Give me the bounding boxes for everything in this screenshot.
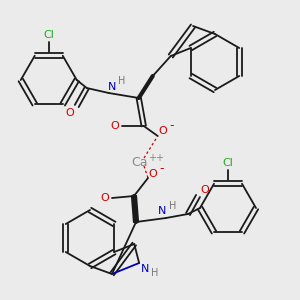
Text: Cl: Cl: [223, 158, 233, 168]
Text: H: H: [118, 76, 125, 86]
Text: -: -: [160, 163, 164, 176]
Text: ++: ++: [148, 153, 164, 163]
Text: O: O: [100, 193, 109, 203]
Text: O: O: [65, 108, 74, 118]
Text: O: O: [110, 121, 119, 131]
Text: O: O: [148, 169, 158, 179]
Text: O: O: [158, 126, 167, 136]
Text: Ca: Ca: [132, 155, 148, 169]
Text: O: O: [201, 185, 209, 195]
Text: -: -: [169, 119, 174, 133]
Text: H: H: [152, 268, 159, 278]
Text: N: N: [108, 82, 116, 92]
Text: N: N: [141, 264, 149, 274]
Text: H: H: [169, 201, 177, 211]
Text: N: N: [158, 206, 166, 216]
Text: Cl: Cl: [43, 30, 54, 40]
